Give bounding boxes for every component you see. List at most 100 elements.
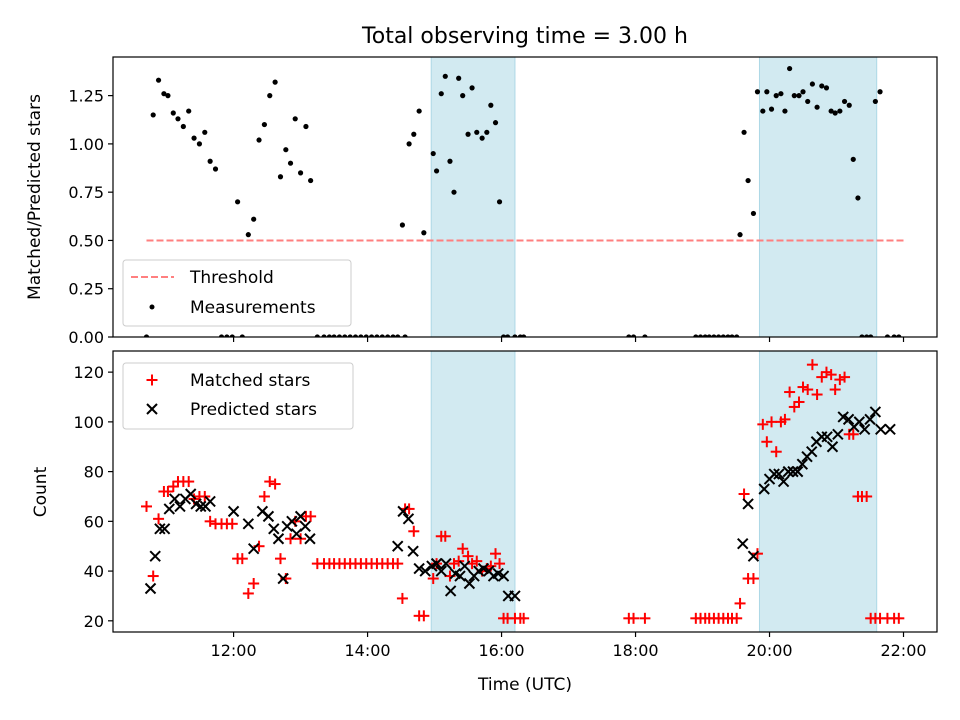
legend-matched-swatch [146,374,158,386]
bottom-predicted-stars-point [419,565,431,577]
top-measurements-point [706,334,712,337]
top-measurements-point [447,158,453,164]
top-measurements-point [402,334,408,337]
bottom-matched-stars-point [408,525,420,537]
top-plot-area: 0.00 0.25 0.50 0.75 1.00 1.25 [68,56,938,347]
bottom-predicted-stars-point [791,465,804,478]
bottom-matched-stars-point [199,490,211,502]
bottom-predicted-stars-point [154,523,166,535]
bottom-matched-stars-point [140,500,152,512]
bottom-x-tick-label: 20:00 [746,641,792,660]
bottom-predicted-stars-point [272,533,285,545]
bottom-matched-stars-point [183,476,195,488]
top-measurements-point [287,160,294,166]
top-measurements-point [697,334,704,337]
bottom-matched-stars-point [162,486,174,497]
bottom-predicted-stars-point [509,590,521,602]
top-measurements-point [430,150,436,157]
bottom-matched-stars-point [518,612,530,624]
top-axes-frame [112,56,938,338]
bottom-matched-stars-point [766,416,778,428]
bottom-predicted-stars-point [144,582,157,595]
top-measurements-point [212,166,219,172]
top-measurements-point [314,334,320,337]
bottom-matched-stars-point [734,597,746,609]
bottom-y-tick-label: 80 [84,463,104,482]
bottom-predicted-stars-point [149,550,161,562]
bottom-matched-stars-point [226,518,238,530]
top-measurements-point [745,177,751,184]
top-measurements-point [196,141,203,147]
top-measurements-point [347,334,353,337]
top-measurements-point [175,116,181,122]
top-measurements-point [342,334,348,337]
bottom-matched-stars-point [788,401,800,413]
bottom-predicted-stars-point [777,475,790,488]
bottom-x-tick-label: 12:00 [211,641,257,660]
top-measurements-point [734,334,740,337]
bottom-y-tick-label: 120 [73,363,104,382]
top-measurements-point [202,129,208,135]
bottom-predicted-stars-point [853,416,865,428]
top-observing-window-1 [430,56,516,338]
top-measurements-point [218,334,225,337]
top-y-axis-label: Matched/Predicted stars [25,94,45,300]
top-measurements-point [488,102,494,108]
legend-matched-label: Matched stars [190,371,310,391]
bottom-predicted-stars-point [413,562,425,575]
bottom-predicted-stars-point [497,570,510,582]
top-measurements-point [292,116,298,122]
bottom-matched-stars-point [751,548,763,560]
top-measurements-point [165,93,171,99]
bottom-predicted-stars-point [787,465,799,478]
bottom-matched-stars-point [274,553,286,565]
bottom-matched-stars-point [396,592,408,604]
top-measurements-point [395,334,401,337]
top-measurements-point [235,199,241,205]
bottom-predicted-stars-point [204,495,216,508]
top-measurements-point [390,334,396,337]
top-measurements-point [358,334,364,337]
bottom-matched-stars-point [264,476,276,488]
bottom-matched-stars-point [448,558,460,570]
top-measurements-point [460,93,466,99]
top-measurements-point [896,334,902,337]
bottom-predicted-stars-point [430,557,443,570]
bottom-matched-stars-point [802,384,814,396]
top-measurements-point [778,91,784,97]
legend-predicted-label: Predicted stars [190,400,317,420]
bottom-predicted-stars-point [463,577,476,590]
bottom-matched-stars-point [784,386,796,398]
x-axis-label: Time (UTC) [477,675,572,695]
bottom-matched-stars-point [392,558,404,570]
top-measurements-point [500,334,507,337]
top-measurements-point [716,334,722,337]
top-measurements-point [484,129,490,135]
bottom-predicted-stars-point [773,468,785,480]
bottom-matched-stars-point [490,548,502,560]
top-measurements-point [855,195,861,201]
bottom-predicted-stars-point [195,500,207,513]
top-measurements-point [630,334,637,337]
bottom-matched-stars-point [285,533,297,545]
bottom-predicted-stars-point [174,500,186,513]
top-measurements-point [846,102,852,108]
top-measurements-point [433,168,440,174]
bottom-observing-window-2 [758,350,878,633]
top-measurements-point [411,131,417,137]
bottom-matched-stars-point [628,612,640,624]
top-measurements-point [406,141,412,147]
top-measurements-point [626,334,632,337]
bottom-predicted-stars-point [842,413,855,426]
top-measurements-point [787,65,793,72]
top-measurements-point [512,334,518,337]
top-measurements-point [841,98,848,105]
bottom-predicted-stars-point [299,520,311,533]
top-measurements-point [642,334,648,337]
bottom-matched-stars-point [305,510,317,522]
top-measurements-point [814,104,820,110]
top-measurements-point [819,83,825,89]
top-measurements-point [326,334,332,337]
bottom-matched-stars-point [816,371,828,383]
top-measurements-point [823,85,830,91]
